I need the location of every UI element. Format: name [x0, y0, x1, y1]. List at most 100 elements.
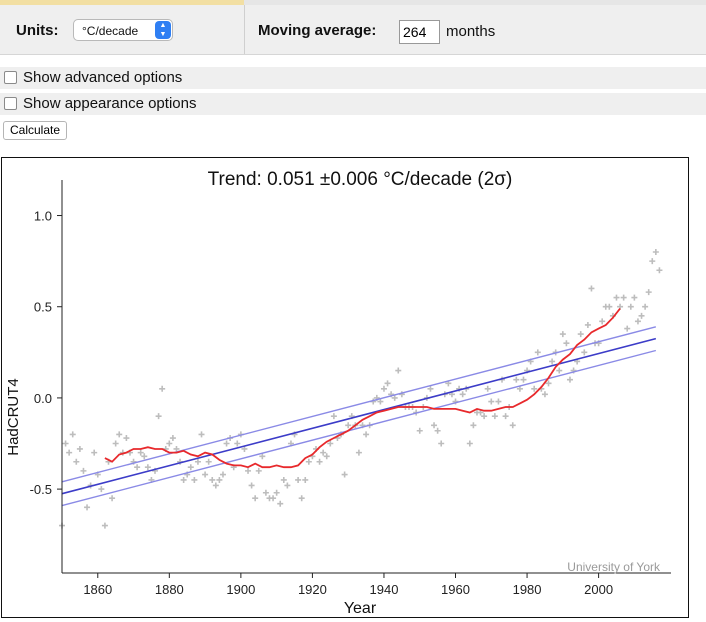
anomaly-point: [395, 367, 402, 374]
anomaly-point: [241, 445, 248, 452]
credit-label: University of York: [567, 560, 661, 574]
anomaly-point: [391, 394, 398, 401]
anomaly-point: [216, 476, 223, 483]
anomaly-point: [484, 385, 491, 392]
anomaly-point: [277, 500, 284, 507]
anomaly-point: [316, 458, 323, 465]
anomaly-point: [284, 482, 291, 489]
chart-container: 1860 1880 1900 1920 1940 1960 1980 2000 -0.5 0.0 0…: [1, 157, 689, 618]
anomaly-point: [262, 489, 269, 496]
anomaly-point: [155, 413, 162, 420]
anomaly-point: [438, 440, 445, 447]
anomaly-point: [320, 449, 327, 456]
anomaly-point: [534, 349, 541, 356]
advanced-options-label[interactable]: Show advanced options: [23, 69, 183, 86]
appearance-options-row[interactable]: Show appearance options: [0, 93, 706, 115]
anomaly-point: [645, 289, 652, 296]
advanced-options-checkbox[interactable]: [4, 71, 17, 84]
appearance-options-checkbox[interactable]: [4, 97, 17, 110]
anomaly-point: [234, 440, 241, 447]
anomaly-point: [166, 440, 173, 447]
anomaly-point: [363, 431, 370, 438]
anomaly-point: [98, 486, 105, 493]
anomaly-point: [649, 258, 656, 265]
x-tick-label: 1940: [370, 582, 399, 597]
anomaly-point: [159, 385, 166, 392]
trend-line: [61, 337, 657, 495]
anomaly-point: [123, 435, 130, 442]
appearance-options-label[interactable]: Show appearance options: [23, 95, 197, 112]
anomaly-points: [59, 249, 663, 529]
anomaly-point: [295, 476, 302, 483]
anomaly-point: [330, 413, 337, 420]
x-tick-label: 1860: [83, 582, 112, 597]
anomaly-point: [62, 440, 69, 447]
anomaly-point: [270, 495, 277, 502]
anomaly-point: [491, 413, 498, 420]
anomaly-point: [588, 285, 595, 292]
chart-title: Trend: 0.051 ±0.006 °C/decade (2σ): [208, 169, 513, 190]
anomaly-point: [327, 440, 334, 447]
anomaly-point: [466, 440, 473, 447]
anomaly-point: [248, 482, 255, 489]
anomaly-point: [112, 440, 119, 447]
anomaly-point: [280, 476, 287, 483]
anomaly-point: [76, 445, 83, 452]
controls-divider: [244, 5, 245, 54]
x-tick-label: 1920: [298, 582, 327, 597]
anomaly-point: [298, 495, 305, 502]
anomaly-point: [273, 489, 280, 496]
anomaly-point: [631, 294, 638, 301]
anomaly-point: [624, 325, 631, 332]
anomaly-point: [549, 358, 556, 365]
anomaly-point: [252, 495, 259, 502]
band-lower-line: [61, 349, 657, 507]
anomaly-point: [495, 398, 502, 405]
moving-average-input[interactable]: [399, 20, 440, 44]
x-tick-label: 1900: [226, 582, 255, 597]
calculate-button[interactable]: Calculate: [3, 121, 68, 140]
anomaly-point: [66, 449, 73, 456]
anomaly-point: [584, 321, 591, 328]
anomaly-point: [642, 303, 649, 310]
anomaly-point: [194, 458, 201, 465]
y-axis-label: HadCRUT4: [5, 378, 22, 456]
anomaly-point: [431, 422, 438, 429]
x-tick-label: 1980: [513, 582, 542, 597]
confidence-band: [61, 326, 657, 507]
units-select[interactable]: °C/decade ▲ ▼: [73, 19, 173, 41]
anomaly-point: [173, 445, 180, 452]
anomaly-point: [80, 467, 87, 474]
anomaly-point: [577, 331, 584, 338]
moving-average-path: [104, 307, 621, 469]
anomaly-point: [180, 476, 187, 483]
anomaly-point: [198, 431, 205, 438]
anomaly-point: [302, 476, 309, 483]
anomaly-point: [581, 349, 588, 356]
anomaly-point: [513, 376, 520, 383]
moving-average-unit: months: [446, 23, 496, 40]
anomaly-point: [470, 422, 477, 429]
anomaly-point: [109, 495, 116, 502]
anomaly-point: [245, 467, 252, 474]
moving-average-line: [104, 307, 621, 469]
anomaly-point: [116, 431, 123, 438]
anomaly-point: [259, 453, 266, 460]
anomaly-point: [144, 464, 151, 471]
anomaly-point: [255, 467, 262, 474]
anomaly-point: [101, 522, 108, 529]
anomaly-point: [509, 422, 516, 429]
anomaly-point: [205, 458, 212, 465]
anomaly-point: [91, 449, 98, 456]
axes: 1860 1880 1900 1920 1940 1960 1980 2000 -0.5 0.0 0…: [30, 180, 671, 597]
units-label: Units:: [16, 22, 59, 39]
anomaly-point: [516, 385, 523, 392]
anomaly-point: [187, 464, 194, 471]
anomaly-point: [355, 449, 362, 456]
anomaly-point: [209, 476, 216, 483]
active-tab-accent: [0, 0, 244, 5]
advanced-options-row[interactable]: Show advanced options: [0, 67, 706, 89]
anomaly-point: [384, 380, 391, 387]
anomaly-point: [656, 267, 663, 274]
controls-bar: Units: °C/decade ▲▼ Moving average: mont…: [0, 5, 706, 55]
